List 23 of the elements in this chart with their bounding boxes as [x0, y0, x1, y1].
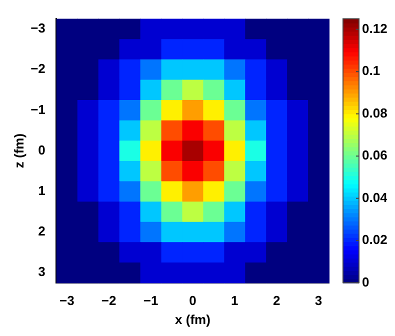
y-tick-label: 3 — [38, 264, 46, 280]
y-tick-label: −3 — [30, 20, 46, 36]
x-tick-label: −2 — [101, 293, 116, 308]
x-axis-title: x (fm) — [175, 312, 210, 327]
x-tick-label: 1 — [231, 293, 238, 308]
color-bar-label: 0.06 — [362, 148, 388, 163]
y-tick-label: 0 — [38, 142, 46, 158]
y-tick-label: −1 — [30, 102, 46, 117]
y-tick-label: −2 — [30, 61, 46, 76]
color-bar-label: 0.02 — [362, 232, 388, 248]
x-tick-label: −3 — [59, 293, 74, 308]
y-tick-label: 1 — [38, 182, 46, 198]
x-tick-label: 2 — [272, 293, 280, 308]
x-tick-label: −1 — [143, 293, 158, 308]
y-tick-label: 2 — [38, 224, 46, 239]
color-bar-label: 0.04 — [362, 190, 388, 205]
x-tick-label: 3 — [314, 293, 322, 308]
y-axis-title: z (fm) — [11, 133, 26, 168]
color-bar-label: 0 — [362, 274, 370, 290]
color-bar-label: 0.12 — [362, 20, 388, 36]
color-bar-label: 0.08 — [362, 105, 388, 120]
color-bar-label: 0.1 — [362, 63, 380, 78]
x-tick-label: 0 — [189, 293, 196, 308]
